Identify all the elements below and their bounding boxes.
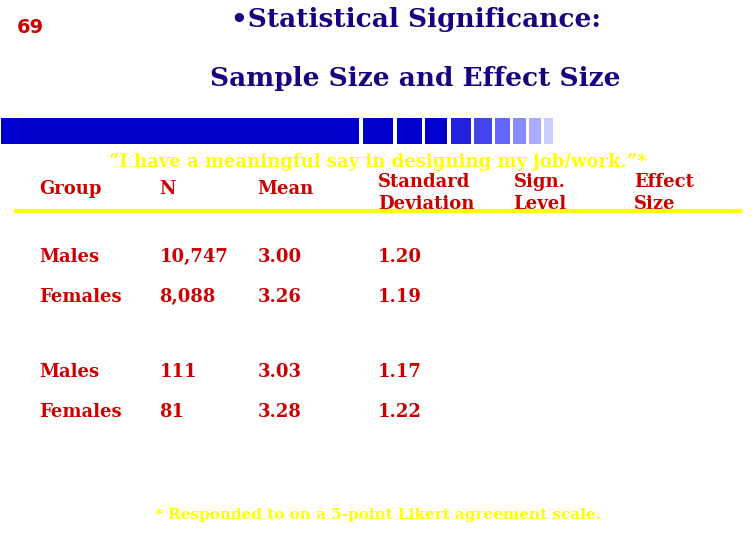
- Bar: [513, 118, 526, 144]
- Text: 1.17: 1.17: [378, 363, 422, 381]
- Bar: [529, 118, 541, 144]
- Text: 1.20: 1.20: [378, 247, 422, 266]
- Text: Effect: Effect: [634, 173, 694, 191]
- Text: Level: Level: [513, 195, 567, 213]
- Text: 111: 111: [160, 363, 197, 381]
- Text: Standard: Standard: [378, 173, 470, 191]
- Text: 81: 81: [160, 403, 184, 421]
- Bar: [363, 118, 393, 144]
- Text: * Responded to on a 5-point Likert agreement scale.: * Responded to on a 5-point Likert agree…: [155, 509, 601, 523]
- Text: Females: Females: [39, 288, 122, 306]
- Text: Sign.: Sign.: [513, 173, 565, 191]
- Bar: [451, 118, 471, 144]
- Bar: [397, 118, 422, 144]
- Text: Males: Males: [39, 247, 99, 266]
- Text: Sample Size and Effect Size: Sample Size and Effect Size: [210, 66, 621, 91]
- Text: 3.00: 3.00: [258, 247, 302, 266]
- Text: 1.22: 1.22: [378, 403, 422, 421]
- Bar: [544, 118, 553, 144]
- Text: 1.19: 1.19: [378, 288, 422, 306]
- Text: 3.03: 3.03: [258, 363, 302, 381]
- Text: 69: 69: [17, 17, 44, 37]
- Text: •Statistical Significance:: •Statistical Significance:: [231, 7, 601, 32]
- Text: 10,747: 10,747: [160, 247, 228, 266]
- Text: 3.26: 3.26: [258, 288, 302, 306]
- Text: Deviation: Deviation: [378, 195, 474, 213]
- Text: Males: Males: [39, 363, 99, 381]
- Text: N: N: [160, 180, 176, 198]
- Text: 3.28: 3.28: [258, 403, 302, 421]
- Text: Size: Size: [634, 195, 676, 213]
- Bar: [426, 118, 448, 144]
- Text: Mean: Mean: [258, 180, 314, 198]
- Text: Females: Females: [39, 403, 122, 421]
- Bar: [2, 118, 359, 144]
- Bar: [494, 118, 510, 144]
- Bar: [475, 118, 491, 144]
- Text: “I have a meaningful say in designing my job/work.”*: “I have a meaningful say in designing my…: [109, 153, 647, 171]
- Text: 8,088: 8,088: [160, 288, 216, 306]
- Text: Group: Group: [39, 180, 101, 198]
